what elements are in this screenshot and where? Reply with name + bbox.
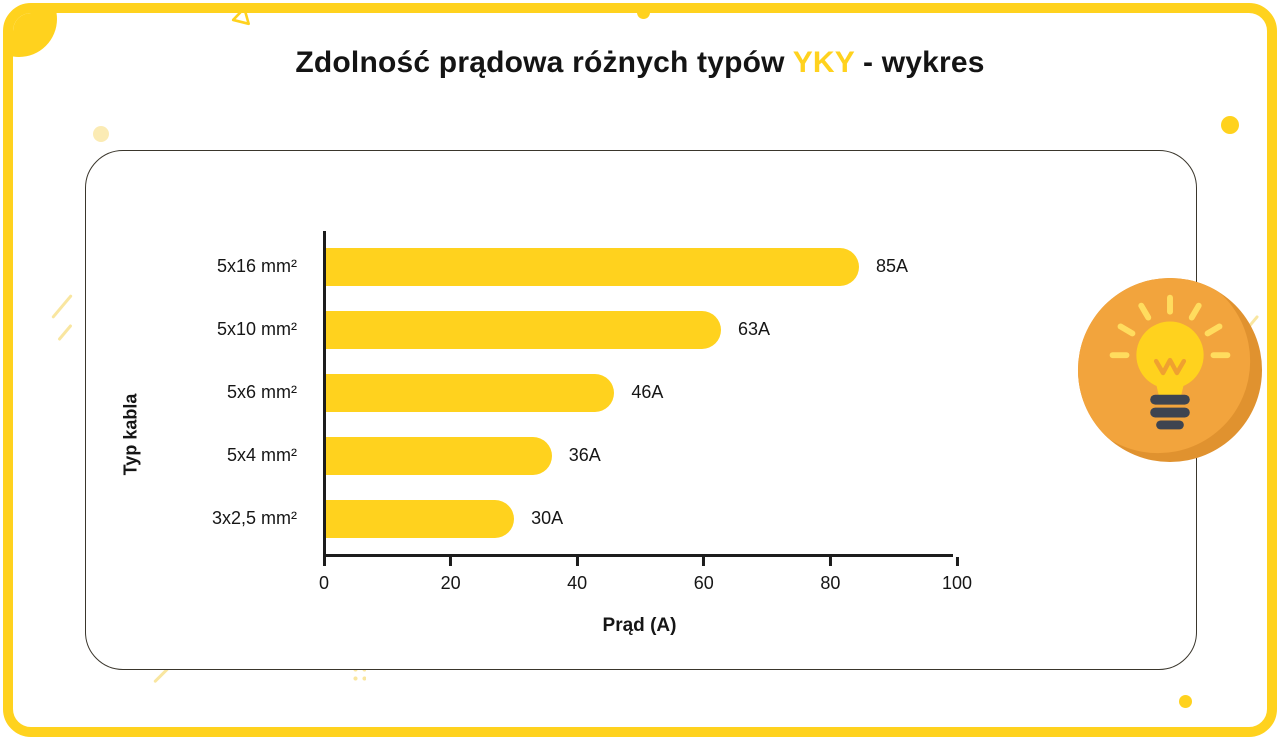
bar-value-label: 30A — [531, 508, 564, 528]
x-tick-mark — [955, 557, 959, 566]
x-tick-label: 40 — [567, 573, 588, 593]
bar-row: 36A — [326, 424, 953, 487]
x-tick-label: 100 — [941, 573, 973, 593]
y-axis-title: Typ kabla — [86, 231, 176, 637]
page-title-highlight: YKY — [792, 46, 855, 79]
bar-value-label: 46A — [631, 382, 664, 402]
x-tick-label: 80 — [820, 573, 841, 593]
decoration-triangle-outline — [228, 13, 255, 32]
x-tick: 60 — [694, 557, 714, 594]
page-title-suffix: - wykres — [854, 46, 985, 79]
category-labels: 5x16 mm² 5x10 mm² 5x6 mm² 5x4 mm² 3x2,5 mm² — [176, 231, 323, 637]
x-axis-title: Prąd (A) — [602, 615, 677, 636]
y-axis-title-text: Typ kabla — [120, 393, 141, 475]
x-tick-mark — [449, 557, 453, 566]
x-tick-label: 0 — [318, 573, 330, 593]
x-tick: 100 — [942, 557, 972, 594]
bar — [326, 310, 721, 349]
bar-row: 46A — [326, 361, 953, 424]
x-tick: 0 — [319, 557, 329, 594]
bar-value-label: 85A — [875, 256, 908, 276]
category-label: 5x4 mm² — [226, 445, 297, 465]
page-frame: Zdolność prądowa różnych typów YKY - wyk… — [3, 3, 1277, 737]
x-tick: 20 — [441, 557, 461, 594]
bar-row: 30A — [326, 487, 953, 550]
bar — [326, 436, 552, 475]
lightbulb-badge — [1076, 276, 1264, 464]
plot-column: 85A 63A 46A 36A 30A 0 20 40 60 80 100 Prąd (A) — [319, 231, 972, 637]
chart-card: Typ kabla 5x16 mm² 5x10 mm² 5x6 mm² 5x4 mm²… — [85, 150, 1197, 670]
bar — [326, 499, 515, 538]
bar — [326, 373, 615, 412]
x-tick-mark — [702, 557, 706, 566]
page-title-prefix: Zdolność prądowa różnych typów — [295, 46, 793, 79]
x-tick-mark — [828, 557, 832, 566]
category-label: 5x10 mm² — [216, 319, 297, 339]
x-tick-mark — [575, 557, 579, 566]
plot-area: 85A 63A 46A 36A 30A — [323, 231, 953, 557]
x-tick-mark — [322, 557, 326, 566]
decoration-line — [51, 294, 73, 319]
category-label: 3x2,5 mm² — [211, 508, 297, 528]
x-axis-ticks: 0 20 40 60 80 100 — [319, 557, 972, 601]
category-label: 5x16 mm² — [216, 256, 297, 276]
lightbulb-icon — [1077, 277, 1263, 463]
decoration-dot — [1221, 116, 1239, 134]
category-label: 5x6 mm² — [226, 382, 297, 402]
decoration-line — [57, 323, 73, 342]
x-tick: 40 — [567, 557, 587, 594]
bar-row: 63A — [326, 298, 953, 361]
x-tick: 80 — [820, 557, 840, 594]
decoration-dot — [1179, 695, 1192, 708]
bar-value-label: 63A — [738, 319, 771, 339]
page-title: Zdolność prądowa różnych typów YKY - wyk… — [13, 46, 1267, 80]
decoration-dot — [637, 13, 650, 19]
decoration-dot — [93, 126, 109, 142]
x-tick-label: 60 — [693, 573, 714, 593]
x-tick-label: 20 — [440, 573, 461, 593]
bar-row: 85A — [326, 235, 953, 298]
bar-value-label: 36A — [568, 445, 601, 465]
bar — [326, 247, 859, 286]
chart: Typ kabla 5x16 mm² 5x10 mm² 5x6 mm² 5x4 mm²… — [86, 231, 1196, 637]
